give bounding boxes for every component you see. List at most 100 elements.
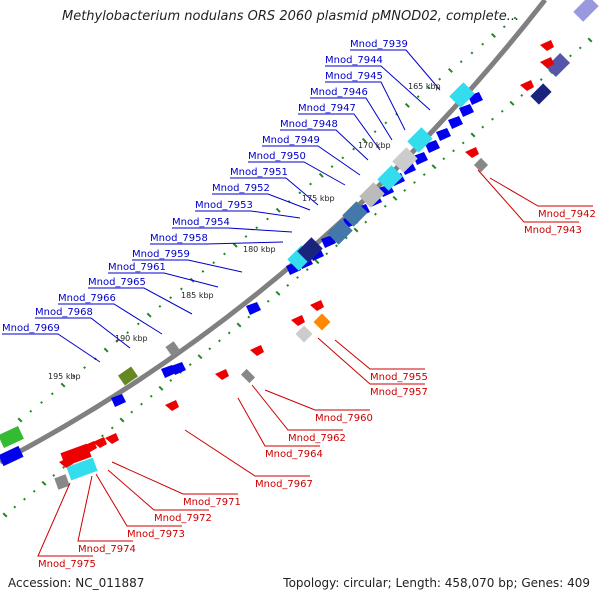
accession-label: Accession: NC_011887 [8, 576, 145, 590]
gc-dot [244, 235, 248, 238]
gc-dot [384, 121, 388, 125]
gc-dot [169, 296, 173, 300]
gene-block [66, 457, 98, 481]
gc-dot [218, 339, 221, 343]
kbp-tick-label: 170 kbp [358, 141, 391, 150]
reverse-gene-arrow [520, 80, 534, 91]
gc-dot [481, 42, 485, 46]
leader-line [35, 317, 131, 349]
gc-dot [197, 354, 203, 360]
gc-dot [149, 394, 153, 398]
gene-label-mnod_7952: Mnod_7952 [212, 183, 270, 194]
gc-dot [62, 466, 65, 469]
gc-dot [427, 86, 431, 90]
gc-dot [513, 16, 517, 20]
leader-line [298, 113, 381, 151]
gene-label-mnod_7975: Mnod_7975 [38, 559, 96, 570]
gc-dot [266, 299, 270, 303]
gc-dot [491, 33, 496, 38]
reverse-gene-arrow [165, 400, 179, 411]
gc-dot [136, 322, 140, 326]
leader-line [280, 129, 369, 161]
gc-dot [305, 268, 309, 271]
leader-line [111, 461, 238, 495]
gene-label-mnod_7957: Mnod_7957 [370, 387, 428, 398]
gc-dot [158, 304, 162, 308]
gc-dot [413, 181, 416, 184]
gene-block [359, 182, 385, 208]
gc-dot [352, 147, 356, 151]
gene-label-mnod_7950: Mnod_7950 [248, 151, 306, 162]
gc-dot [275, 290, 281, 296]
gc-dot [275, 207, 281, 213]
leader-line [489, 177, 593, 207]
gene-label-mnod_7942: Mnod_7942 [538, 209, 596, 220]
gene-label-mnod_7962: Mnod_7962 [288, 433, 346, 444]
gc-dot [491, 117, 494, 121]
gene-label-mnod_7951: Mnod_7951 [230, 167, 288, 178]
gene-label-mnod_7947: Mnod_7947 [298, 103, 356, 114]
forward-gene-arrow [436, 128, 451, 141]
gene-label-mnod_7948: Mnod_7948 [280, 119, 338, 130]
gene-block [473, 157, 489, 173]
gc-dot [383, 204, 387, 208]
gene-label-mnod_7961: Mnod_7961 [108, 262, 166, 273]
gc-dot [140, 402, 143, 406]
map-title: Methylobacterium nodulans ORS 2060 plasm… [62, 9, 520, 24]
gc-dot [236, 322, 242, 328]
reverse-gene-arrow [215, 369, 229, 380]
gc-dot [459, 60, 463, 64]
leader-line [325, 81, 406, 131]
leader-line [172, 227, 293, 233]
gene-label-mnod_7955: Mnod_7955 [370, 372, 428, 383]
gene-block [327, 219, 353, 245]
genome-stats-label: Topology: circular; Length: 458,070 bp; … [283, 576, 590, 590]
leader-line [150, 241, 284, 245]
gene-block [573, 0, 599, 22]
gc-dot [392, 195, 398, 201]
leader-line [237, 397, 320, 447]
forward-gene-arrow [246, 302, 261, 315]
gc-dot [364, 220, 368, 224]
gene-block [60, 443, 92, 467]
reverse-gene-arrow [83, 441, 97, 452]
gc-dot [314, 259, 320, 265]
gene-label-mnod_7945: Mnod_7945 [325, 71, 383, 82]
gc-dot [52, 474, 56, 477]
gc-dot [404, 102, 410, 108]
gene-block [530, 83, 552, 105]
gc-dot [438, 77, 442, 81]
reverse-gene-arrow [93, 437, 107, 448]
leader-line [350, 49, 441, 91]
gene-block [0, 426, 24, 448]
gc-dot [188, 363, 192, 366]
reverse-gene-arrow [291, 315, 305, 326]
gc-dot [223, 252, 226, 256]
gc-dot [286, 284, 290, 287]
gene-block [407, 127, 433, 153]
gc-dot [119, 417, 125, 423]
kbp-tick-labels: 165 kbp 170 kbp 175 kbp 180 kbp 185 kbp 190 k… [48, 82, 441, 381]
forward-gene-labels: Mnod_7939 Mnod_7944 Mnod_7945 Mnod_7946 Mnod… [2, 39, 441, 363]
forward-gene-arrow [425, 140, 440, 153]
gene-label-mnod_7960: Mnod_7960 [315, 413, 373, 424]
gene-label-mnod_7966: Mnod_7966 [58, 293, 116, 304]
kbp-tick-label: 190 kbp [115, 334, 148, 343]
gc-dot [60, 382, 66, 388]
gc-dot [13, 505, 17, 509]
gc-dot [41, 480, 47, 486]
leader-line [195, 210, 301, 219]
gc-dot [353, 227, 359, 233]
gene-label-mnod_7972: Mnod_7972 [154, 513, 212, 524]
gene-label-mnod_7973: Mnod_7973 [127, 529, 185, 540]
gene-label-mnod_7964: Mnod_7964 [265, 449, 323, 460]
gene-block [313, 313, 331, 331]
gc-dot [520, 94, 524, 97]
reverse-gene-arrow [465, 147, 479, 158]
gene-block [240, 368, 256, 384]
gc-dot [247, 315, 251, 319]
leader-line [262, 145, 361, 176]
gc-dot [373, 130, 377, 134]
gene-block [449, 82, 475, 108]
gene-label-mnod_7949: Mnod_7949 [262, 135, 320, 146]
